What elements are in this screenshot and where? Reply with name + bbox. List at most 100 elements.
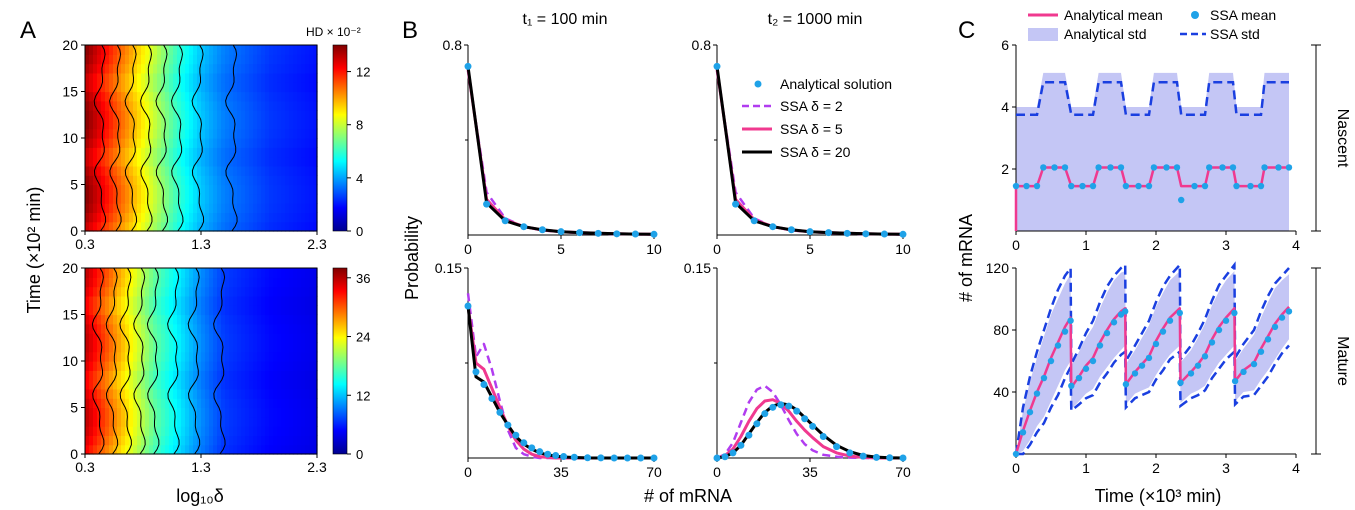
heatmap-cell <box>145 100 150 111</box>
heatmap-cell <box>257 175 262 186</box>
heatmap-cell <box>201 323 206 334</box>
ssa-mean-point <box>1023 182 1030 190</box>
heatmap-cell <box>265 100 270 111</box>
heatmap-cell <box>133 268 138 278</box>
heatmap-cell <box>301 72 306 83</box>
heatmap-cell <box>157 63 162 74</box>
heatmap-cell <box>177 212 182 223</box>
heatmap-cell <box>193 221 198 232</box>
heatmap-cell <box>201 221 206 232</box>
heatmap-cell <box>137 295 142 306</box>
heatmap-cell <box>221 295 226 306</box>
ssa-mean-point <box>1051 164 1058 171</box>
heatmap-cell <box>233 379 238 390</box>
heatmap-cell <box>165 138 170 148</box>
heatmap-cell <box>281 379 286 390</box>
heatmap-cells <box>85 268 318 455</box>
heatmap-cell <box>305 82 310 93</box>
heatmap-cell <box>233 45 238 55</box>
heatmap-cell <box>193 91 198 102</box>
heatmap-cell <box>213 398 218 409</box>
heatmap-cell <box>173 212 178 223</box>
ssa-mean-point <box>1117 164 1125 171</box>
heatmap-cell <box>241 444 246 455</box>
heatmap-cell <box>309 361 314 371</box>
heatmap-cell <box>185 361 190 371</box>
heatmap-cell <box>237 54 242 65</box>
heatmap-cell <box>237 110 242 120</box>
ssa-mean-point <box>1201 353 1209 360</box>
heatmap-cell <box>281 91 286 102</box>
heatmap-cell <box>237 175 242 186</box>
heatmap-cell <box>309 63 314 74</box>
heatmap-cell <box>281 203 286 213</box>
heatmap-cell <box>305 342 310 353</box>
ssa-mean-point <box>1026 408 1034 416</box>
ssa-mean-point <box>1103 329 1111 337</box>
heatmap-cell <box>125 342 130 353</box>
data-point <box>750 217 758 225</box>
heatmap-cell <box>97 45 102 55</box>
heatmap-cell <box>293 82 298 93</box>
heatmap-cell <box>261 100 266 111</box>
heatmap-cell <box>213 379 218 390</box>
heatmap-cell <box>109 184 114 195</box>
heatmap-cell <box>273 100 278 111</box>
y-tick-label: 120 <box>986 260 1010 276</box>
heatmap-cell <box>117 398 122 409</box>
heatmap-cell <box>221 407 226 418</box>
ssa-mean-point <box>1271 323 1279 331</box>
heatmap-cell <box>109 305 114 316</box>
heatmap-cell <box>85 342 90 353</box>
heatmap-cell <box>209 63 214 74</box>
heatmap-cell <box>89 426 94 436</box>
ssa-mean-point <box>1012 450 1020 458</box>
heatmap-cell <box>109 165 114 176</box>
heatmap-cell <box>197 72 202 83</box>
heatmap-cell <box>265 110 270 120</box>
heatmap-cell <box>153 165 158 176</box>
heatmap-cell <box>101 268 106 278</box>
heatmap-cell <box>153 45 158 55</box>
heatmap-cell <box>97 444 102 455</box>
heatmap-cell <box>165 370 170 381</box>
ssa-mean-point <box>1122 308 1129 315</box>
heatmap-cell <box>289 147 294 158</box>
heatmap-cell <box>293 63 298 74</box>
heatmap-cell <box>277 156 282 167</box>
heatmap-cell <box>117 110 122 120</box>
heatmap-cell <box>213 295 218 306</box>
heatmap-cell <box>113 110 118 120</box>
heatmap-cell <box>133 203 138 213</box>
heatmap-cell <box>153 398 158 409</box>
data-point <box>737 441 745 449</box>
ssa-mean-point <box>1019 429 1027 436</box>
heatmap-cell <box>161 388 166 399</box>
heatmap-cell <box>241 221 246 232</box>
data-point <box>862 230 870 238</box>
heatmap-cell <box>173 295 178 306</box>
heatmap-cell <box>289 119 294 130</box>
heatmap-cell <box>261 91 266 102</box>
heatmap-cell <box>245 128 250 139</box>
heatmap-cell <box>309 407 314 418</box>
heatmap-cell <box>141 138 146 148</box>
heatmap-cell <box>205 72 210 83</box>
heatmap-cell <box>261 277 266 288</box>
heatmap-cell <box>253 110 258 120</box>
heatmap-cell <box>93 203 98 213</box>
heatmap-cell <box>257 184 262 195</box>
heatmap-cell <box>309 426 314 436</box>
heatmap-cell <box>289 435 294 446</box>
heatmap-cell <box>293 147 298 158</box>
heatmap-cell <box>305 305 310 316</box>
heatmap-cell <box>157 221 162 232</box>
heatmap-cell <box>285 388 290 399</box>
heatmap-cell <box>105 379 110 390</box>
heatmap-cell <box>197 156 202 167</box>
heatmap-cell <box>257 416 262 427</box>
heatmap-cell <box>89 156 94 167</box>
heatmap-cell <box>121 221 126 232</box>
heatmap-cell <box>237 193 242 204</box>
y-tick-label: 0.15 <box>684 260 711 276</box>
